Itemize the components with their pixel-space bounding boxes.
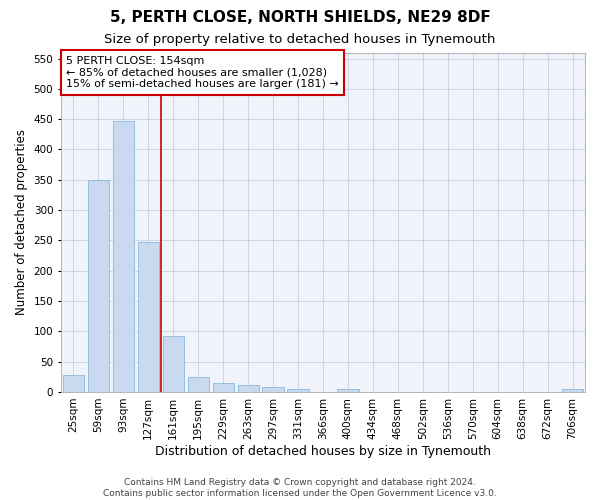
Text: 5, PERTH CLOSE, NORTH SHIELDS, NE29 8DF: 5, PERTH CLOSE, NORTH SHIELDS, NE29 8DF [110,10,490,25]
Y-axis label: Number of detached properties: Number of detached properties [15,129,28,315]
Bar [287,389,308,392]
Bar [88,180,109,392]
Bar [262,387,284,392]
Bar [562,389,583,392]
Bar [212,383,234,392]
X-axis label: Distribution of detached houses by size in Tynemouth: Distribution of detached houses by size … [155,444,491,458]
Bar [238,386,259,392]
Bar [163,336,184,392]
Bar [63,375,84,392]
Text: 5 PERTH CLOSE: 154sqm
← 85% of detached houses are smaller (1,028)
15% of semi-d: 5 PERTH CLOSE: 154sqm ← 85% of detached … [66,56,339,89]
Bar [337,389,359,392]
Text: Contains HM Land Registry data © Crown copyright and database right 2024.
Contai: Contains HM Land Registry data © Crown c… [103,478,497,498]
Text: Size of property relative to detached houses in Tynemouth: Size of property relative to detached ho… [104,32,496,46]
Bar [188,377,209,392]
Bar [113,121,134,392]
Bar [137,242,159,392]
